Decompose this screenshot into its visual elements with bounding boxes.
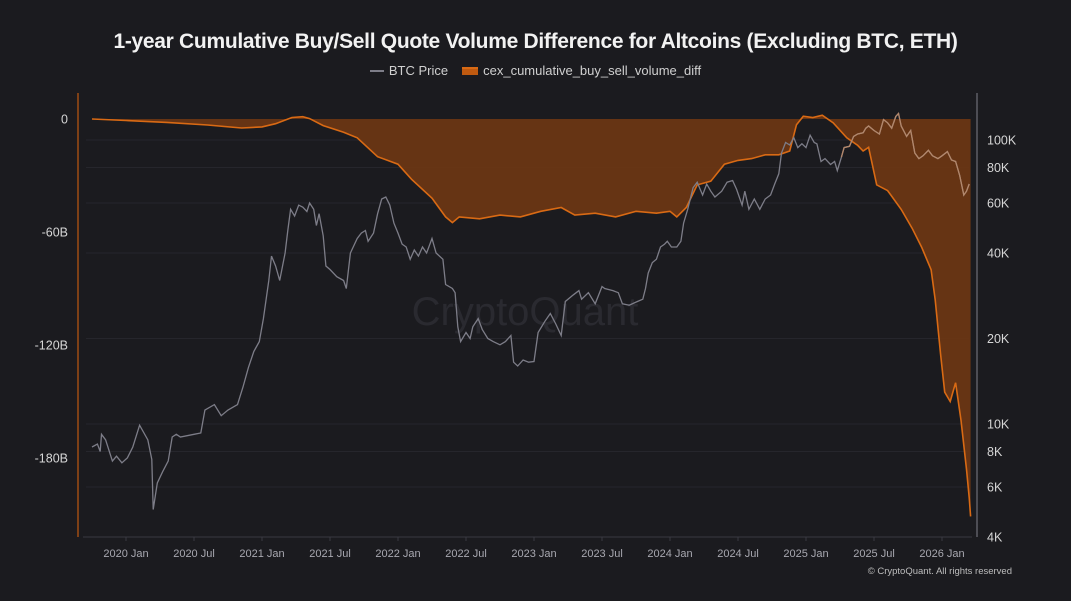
copyright-footer: © CryptoQuant. All rights reserved [867,566,1012,577]
x-tick-label: 2022 Jan [375,548,420,560]
x-tick-label: 2022 Jul [445,548,487,560]
right-tick-label: 8K [987,445,1003,459]
right-tick-label: 10K [987,418,1010,432]
right-tick-label: 80K [987,161,1010,175]
right-tick-label: 60K [987,197,1010,211]
legend: BTC Price cex_cumulative_buy_sell_volume… [0,63,1071,78]
x-tick-label: 2020 Jul [173,548,215,560]
x-tick-label: 2020 Jan [103,548,148,560]
btc-price-series [91,112,970,510]
x-tick-label: 2024 Jul [717,548,759,560]
chart-title: 1-year Cumulative Buy/Sell Quote Volume … [113,30,958,53]
x-tick-label: 2023 Jan [511,548,556,560]
x-axis-ticks: 2020 Jan 2020 Jul 2021 Jan 2021 Jul 2022 Jan… [103,537,965,560]
left-tick-label: -60B [42,226,68,240]
right-tick-label: 4K [987,531,1003,545]
area-swatch-icon [462,66,479,75]
x-tick-label: 2023 Jul [581,548,623,560]
axes [77,93,978,538]
left-axis-ticks: 0 -60B -120B -180B [35,113,68,466]
legend-item-volume-diff[interactable]: cex_cumulative_buy_sell_volume_diff [462,63,701,78]
legend-label: BTC Price [388,63,449,78]
btc-price-line-overlay [840,112,970,197]
left-tick-label: -120B [35,339,68,353]
right-tick-label: 20K [987,332,1010,346]
x-tick-label: 2021 Jan [239,548,284,560]
x-tick-label: 2026 Jan [919,548,964,560]
left-tick-label: 0 [61,113,68,127]
watermark: CryptoQuant [412,290,639,334]
line-swatch-icon [369,69,384,72]
right-tick-label: 6K [987,481,1003,495]
right-tick-label: 40K [987,247,1010,261]
volume-diff-series [91,114,972,517]
volume-diff-area-fill [92,115,971,517]
x-tick-label: 2025 Jan [783,548,828,560]
x-tick-label: 2024 Jan [647,548,692,560]
btc-price-line [91,112,970,510]
x-tick-label: 2025 Jul [853,548,895,560]
volume-diff-line [91,114,972,517]
left-tick-label: -180B [35,452,68,466]
legend-label: cex_cumulative_buy_sell_volume_diff [483,63,702,78]
legend-item-btc-price[interactable]: BTC Price [369,63,449,78]
right-tick-label: 100K [987,134,1017,148]
right-axis-ticks: 100K 80K 60K 40K 20K 10K 8K 6K 4K [987,134,1017,545]
x-tick-label: 2021 Jul [309,548,351,560]
